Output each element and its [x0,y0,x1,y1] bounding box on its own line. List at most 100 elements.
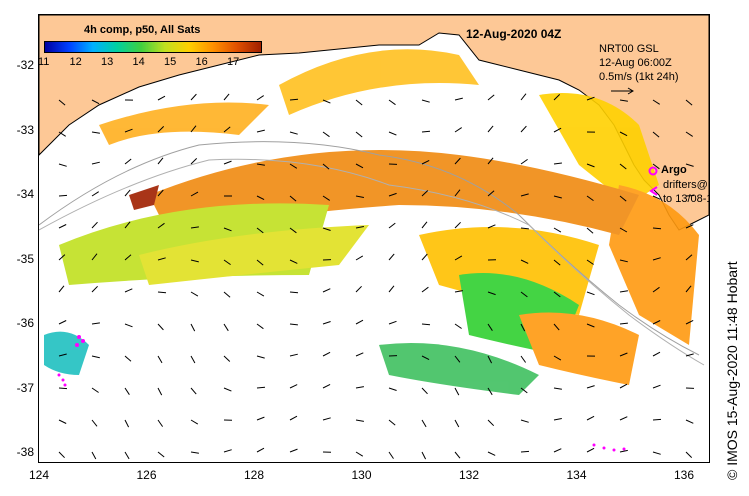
current-arrow [619,99,628,102]
current-arrow [157,323,164,331]
current-arrow [652,131,660,138]
bathymetry-contour [39,141,700,356]
current-arrow [421,190,429,197]
current-arrow [157,419,164,427]
current-arrow [58,254,66,261]
x-tick-label: 128 [243,468,265,482]
credit-label: © IMOS 15-Aug-2020 11:48 Hobart [724,261,740,480]
colorbar [44,41,262,53]
current-arrow [91,221,98,229]
current-arrow [454,189,461,197]
x-tick-label: 132 [458,468,480,482]
current-arrow [256,386,266,389]
current-arrow [355,99,363,106]
current-arrow [289,323,298,326]
current-arrow [190,93,197,101]
current-arrow [256,355,265,359]
current-arrow [322,163,330,170]
current-arrow [685,195,695,197]
current-arrow [454,97,463,101]
current-arrow [124,355,132,362]
current-arrow [355,419,364,422]
current-arrow [91,253,98,261]
current-arrow [652,227,662,230]
current-arrow [487,125,494,133]
current-arrow [520,291,528,298]
current-arrow [388,131,397,136]
current-arrow [190,259,199,263]
current-info-line2: 12-Aug 06:00Z [599,57,672,69]
current-arrow [454,451,461,459]
current-arrow [355,255,364,261]
current-arrow [322,417,331,421]
current-arrow [256,163,265,166]
current-arrow [355,131,363,138]
current-arrow [421,99,430,103]
current-arrow [388,451,394,459]
current-arrow [619,383,628,389]
current-arrow [586,385,595,389]
current-arrow [454,387,460,396]
argo-label: Argo [661,164,687,176]
current-arrow [289,227,297,234]
bathymetry-contour-2 [39,158,705,366]
current-arrow [322,351,331,357]
current-arrow [685,419,694,424]
current-arrow [553,291,561,298]
current-arrow [520,355,527,363]
current-arrow [91,161,100,165]
current-arrow [91,419,98,427]
current-arrow [388,387,397,391]
y-tick-label: -36 [16,316,34,330]
current-arrow [157,387,163,396]
current-arrow [421,130,431,133]
current-arrow [223,355,231,362]
current-arrow [652,320,661,325]
current-arrow [421,355,430,361]
current-arrow [487,419,495,427]
current-arrow [553,195,562,199]
current-arrow [520,323,526,332]
current-arrow [487,355,493,364]
y-tick-label: -33 [16,122,34,137]
current-arrow [685,99,693,106]
current-arrow [256,447,265,453]
drifters-label-1: drifters@12h [663,179,709,191]
current-arrow [553,323,560,331]
current-arrow [223,93,230,101]
current-arrow [652,163,660,170]
current-arrow [91,322,100,325]
current-arrow [421,419,427,428]
current-arrow [487,323,493,331]
map-frame[interactable]: 12-Aug-2020 04Z NRT00 GSL 12-Aug 06:00Z … [38,14,710,463]
current-arrow [586,291,595,296]
drifters-label-2: to 13/08-12Z [663,193,709,205]
current-arrow [388,419,396,426]
current-arrow [586,259,594,265]
x-tick-label: 136 [673,468,695,482]
current-arrow [652,257,661,261]
map-title: 12-Aug-2020 04Z [466,27,562,41]
colorbar-label: 4h comp, p50, All Sats [84,24,201,36]
current-arrow [553,259,561,266]
colorbar-tick: 13 [101,56,114,68]
current-arrow [685,224,694,229]
current-arrow [520,158,528,165]
current-arrow [223,323,229,332]
current-arrow [289,259,298,264]
current-arrow [685,163,694,167]
current-arrow [91,387,99,393]
current-arrow [58,131,66,137]
current-arrow [157,95,166,101]
current-arrow [553,387,562,390]
current-info-line3: 0.5m/s (1kt 24h) [599,71,679,83]
current-arrow [58,387,68,390]
current-arrow [520,193,529,197]
current-arrow [157,222,165,229]
current-arrow [454,157,461,165]
current-arrow [223,449,232,453]
current-arrow [256,129,265,133]
current-arrow [454,323,462,329]
current-arrow [520,93,527,101]
current-arrow [685,285,692,293]
